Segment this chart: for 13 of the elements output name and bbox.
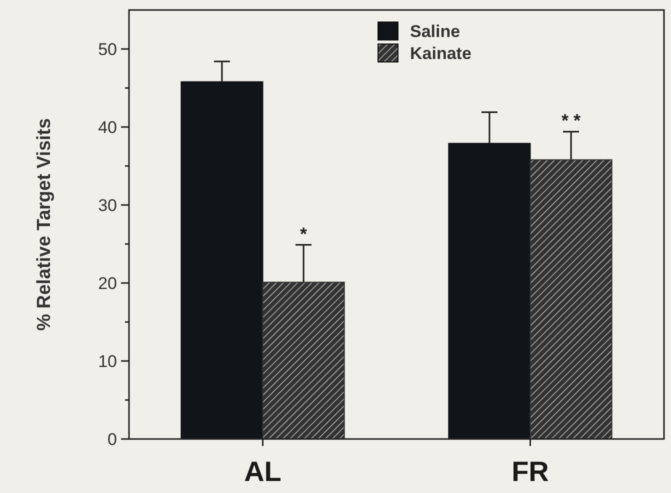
x-tick-label: AL — [244, 456, 282, 487]
y-tick-label: 50 — [98, 40, 117, 59]
y-axis-title: % Relative Target Visits — [34, 118, 55, 331]
y-tick-label: 10 — [98, 352, 117, 371]
y-tick-label: 30 — [98, 196, 117, 215]
annotation: * * — [562, 110, 581, 131]
y-tick-label: 40 — [98, 118, 117, 137]
annotation: * — [300, 224, 308, 244]
x-tick-label: FR — [512, 456, 549, 487]
legend-label: Saline — [410, 22, 460, 41]
y-tick-label: 0 — [108, 430, 117, 449]
y-tick-label: 20 — [98, 274, 117, 293]
legend-label: Kainate — [410, 44, 472, 63]
